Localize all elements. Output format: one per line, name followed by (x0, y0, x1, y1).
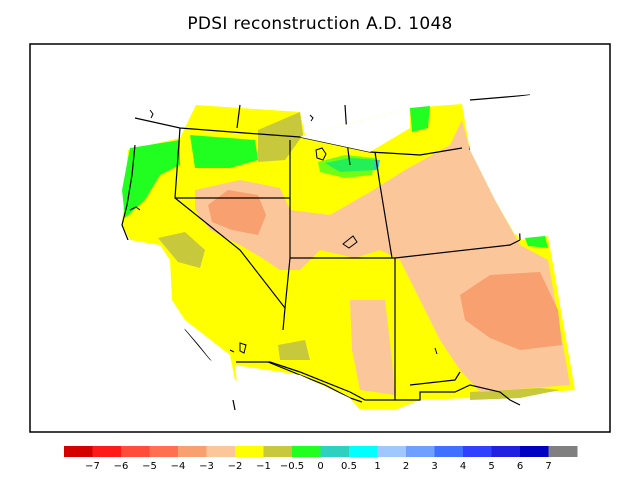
legend-tick-label: −2 (228, 461, 243, 472)
region-olive-north (258, 112, 303, 162)
legend-bin-7 (263, 446, 293, 457)
legend-bin-11 (377, 446, 407, 457)
legend-tick-label: 7 (545, 461, 551, 472)
legend-tick-label: 3 (431, 461, 437, 472)
legend-bin-6 (235, 446, 264, 457)
region-green-wy (318, 155, 375, 178)
region-olive-se (278, 340, 310, 360)
legend-tick-label: −1 (256, 461, 271, 472)
legend-bin-4 (178, 446, 207, 457)
map-title: PDSI reconstruction A.D. 1048 (187, 14, 453, 34)
legend-tick-label: 6 (517, 461, 523, 472)
legend-bin-17 (548, 446, 578, 457)
legend-bin-13 (434, 446, 464, 457)
legend-bins (64, 446, 578, 457)
legend-bin-3 (149, 446, 179, 457)
legend-bin-12 (406, 446, 435, 457)
legend-tick-label: −0.5 (280, 461, 304, 472)
region-green-north (190, 135, 258, 168)
region-green-ne (410, 106, 430, 132)
legend-tick-label: 0 (317, 461, 323, 472)
ocean-mask (90, 240, 235, 400)
region-peach-sw (350, 300, 395, 395)
legend-bin-2 (121, 446, 150, 457)
canada-mask (300, 108, 410, 152)
legend-tick-label: 0.5 (341, 461, 357, 472)
legend-tick-label: 1 (374, 461, 380, 472)
mexico-mask (235, 365, 360, 410)
legend-bin-16 (520, 446, 549, 457)
region-salmon-east (460, 272, 562, 350)
legend-tick-label: 4 (460, 461, 466, 472)
legend-tick-label: −7 (85, 461, 100, 472)
legend-tick-labels: −7 −6 −5 −4 −3 −2 −1 −0.5 0 0.5 1 2 3 4 5 6 7 (85, 461, 552, 472)
region-green-nw (122, 140, 180, 218)
legend-bin-5 (206, 446, 236, 457)
legend-tick-label: 5 (488, 461, 494, 472)
legend-bin-0 (64, 446, 93, 457)
legend-tick-label: −4 (171, 461, 186, 472)
legend-tick-label: −3 (199, 461, 214, 472)
state-boundaries (174, 94, 531, 400)
legend-tick-label: 2 (403, 461, 409, 472)
legend-bin-14 (463, 446, 492, 457)
legend-bin-15 (491, 446, 521, 457)
region-green-se-corner (525, 236, 548, 248)
legend-bin-10 (349, 446, 378, 457)
legend-tick-label: −6 (114, 461, 129, 472)
legend-bin-8 (292, 446, 321, 457)
pdsi-map (29, 43, 611, 433)
region-salmon-nv (208, 190, 266, 235)
canada-mask-east (462, 95, 530, 235)
legend-bin-1 (92, 446, 122, 457)
region-olive-ca (158, 232, 205, 268)
us-mexico-border (236, 361, 521, 406)
legend-bin-9 (320, 446, 350, 457)
legend-tick-label: −5 (142, 461, 157, 472)
